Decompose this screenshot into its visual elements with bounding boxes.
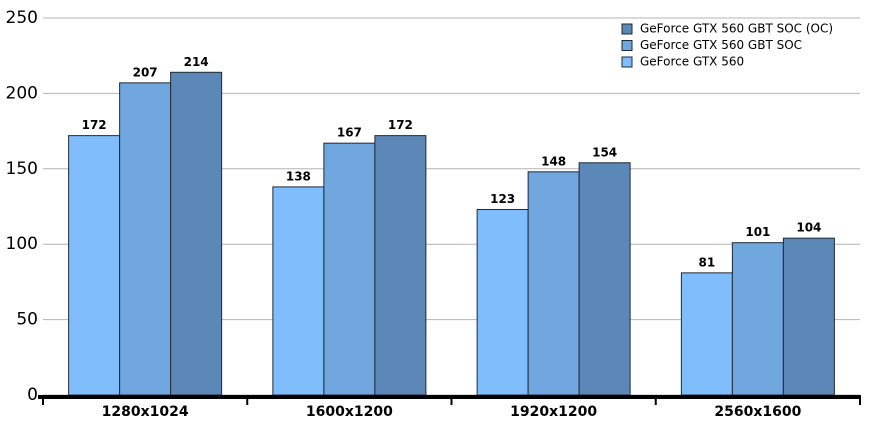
bar bbox=[527, 171, 580, 396]
x-tick-label: 1280x1024 bbox=[102, 404, 189, 420]
y-tick-label: 0 bbox=[27, 385, 38, 405]
legend-swatch bbox=[621, 40, 633, 51]
bar bbox=[68, 135, 121, 396]
value-label: 101 bbox=[745, 225, 770, 239]
y-tick-label: 150 bbox=[6, 159, 38, 179]
x-tick-label: 1920x1200 bbox=[510, 404, 597, 420]
bar bbox=[170, 71, 223, 396]
y-tick-label: 200 bbox=[6, 83, 38, 103]
value-label: 104 bbox=[796, 221, 821, 235]
bar bbox=[731, 242, 784, 396]
value-label: 167 bbox=[337, 126, 362, 140]
bar bbox=[680, 272, 733, 396]
x-tick-label: 2560x1600 bbox=[714, 404, 801, 420]
y-tick-label: 100 bbox=[6, 234, 38, 254]
y-tick-label: 250 bbox=[6, 8, 38, 28]
value-label: 207 bbox=[133, 65, 158, 79]
legend-label: GeForce GTX 560 GBT SOC bbox=[640, 38, 802, 52]
bar bbox=[323, 142, 376, 396]
legend-swatch bbox=[621, 23, 633, 35]
legend-label: GeForce GTX 560 GBT SOC (OC) bbox=[640, 22, 833, 36]
value-label: 138 bbox=[286, 169, 311, 183]
x-tick-label: 1600x1200 bbox=[306, 404, 393, 420]
bar bbox=[374, 135, 427, 396]
bar bbox=[476, 209, 529, 396]
value-label: 172 bbox=[82, 118, 107, 132]
value-label: 148 bbox=[541, 154, 566, 168]
value-label: 123 bbox=[490, 192, 515, 206]
bar bbox=[782, 237, 835, 396]
value-label: 172 bbox=[388, 118, 413, 132]
y-tick-label: 50 bbox=[16, 310, 38, 330]
value-label: 214 bbox=[184, 55, 209, 69]
legend-swatch bbox=[621, 56, 633, 68]
bar bbox=[272, 186, 325, 396]
legend-label: GeForce GTX 560 bbox=[640, 55, 744, 69]
bar bbox=[119, 82, 172, 396]
value-label: 81 bbox=[699, 255, 716, 269]
value-label: 154 bbox=[592, 145, 617, 159]
bar bbox=[578, 162, 631, 396]
